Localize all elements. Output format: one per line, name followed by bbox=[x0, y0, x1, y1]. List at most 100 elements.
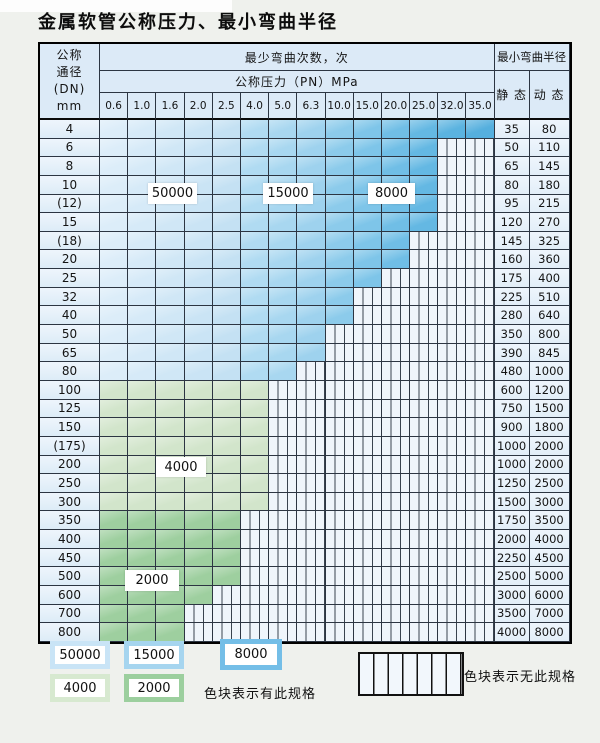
cycle-cell bbox=[128, 157, 157, 176]
cycle-cell bbox=[240, 399, 270, 419]
static-header: 静 态 bbox=[494, 71, 530, 120]
dynamic-value-cell: 7000 bbox=[529, 604, 570, 624]
pressure-header: 公称压力（PN）MPa bbox=[100, 71, 495, 93]
static-value-cell: 120 bbox=[494, 213, 530, 232]
no-spec-cell bbox=[466, 343, 495, 363]
scan-white-strip bbox=[0, 0, 232, 12]
no-spec-cell bbox=[438, 250, 467, 270]
no-spec-cell bbox=[466, 511, 495, 531]
cycle-cell bbox=[184, 380, 213, 400]
cycle-cell bbox=[184, 120, 213, 139]
no-spec-cell bbox=[269, 399, 298, 419]
cycle-cell bbox=[128, 120, 157, 139]
dynamic-value-cell: 270 bbox=[529, 213, 570, 232]
static-value-cell: 480 bbox=[494, 362, 530, 381]
cycle-cell bbox=[269, 157, 298, 176]
cycle-cell bbox=[212, 120, 241, 139]
no-spec-cell bbox=[325, 567, 354, 587]
cycle-cell bbox=[297, 157, 326, 176]
dynamic-value-cell: 2500 bbox=[529, 474, 570, 493]
no-spec-cell bbox=[297, 418, 326, 437]
cycle-cell bbox=[325, 213, 354, 232]
cycle-cell bbox=[100, 194, 129, 214]
no-spec-cell bbox=[438, 492, 467, 512]
no-spec-cell bbox=[353, 548, 382, 568]
static-value-cell: 65 bbox=[494, 157, 530, 176]
pressure-col-header: 1.0 bbox=[128, 93, 157, 120]
static-value-cell: 80 bbox=[494, 175, 530, 195]
cycle-cell bbox=[240, 343, 270, 363]
no-spec-cell bbox=[353, 380, 382, 400]
cycle-cell bbox=[410, 157, 439, 176]
cycle-zone-label-4000: 4000 bbox=[156, 457, 206, 477]
static-value-cell: 350 bbox=[494, 325, 530, 344]
cycle-cell bbox=[297, 231, 326, 251]
cycle-cell bbox=[212, 474, 241, 493]
no-spec-cell bbox=[297, 586, 326, 605]
cycle-cell bbox=[100, 157, 129, 176]
no-spec-cell bbox=[240, 548, 270, 568]
dn-cell: 32 bbox=[40, 287, 100, 307]
no-spec-cell bbox=[438, 306, 467, 326]
no-spec-cell bbox=[438, 157, 467, 176]
no-spec-cell bbox=[410, 492, 439, 512]
dn-cell: 15 bbox=[40, 213, 100, 232]
cycle-cell bbox=[100, 306, 129, 326]
no-spec-cell bbox=[438, 436, 467, 456]
cycle-cell bbox=[184, 436, 213, 456]
cycle-cell bbox=[297, 306, 326, 326]
pressure-col-header: 2.5 bbox=[212, 93, 241, 120]
cycle-cell bbox=[240, 175, 270, 195]
cycle-cell bbox=[156, 418, 185, 437]
cycle-cell bbox=[100, 586, 129, 605]
dynamic-value-cell: 2000 bbox=[529, 455, 570, 475]
no-spec-cell bbox=[353, 362, 382, 381]
no-spec-cell bbox=[297, 436, 326, 456]
no-spec-cell bbox=[269, 492, 298, 512]
cycle-cell bbox=[184, 157, 213, 176]
no-spec-cell bbox=[466, 380, 495, 400]
cycle-cell bbox=[156, 325, 185, 344]
cycle-cell bbox=[297, 138, 326, 158]
cycle-cell bbox=[269, 343, 298, 363]
cycle-cell bbox=[100, 399, 129, 419]
dynamic-value-cell: 4500 bbox=[529, 548, 570, 568]
cycle-cell bbox=[353, 269, 382, 288]
cycle-cell bbox=[184, 548, 213, 568]
no-spec-cell bbox=[381, 455, 411, 475]
cycle-cell bbox=[212, 175, 241, 195]
page-title: 金属软管公称压力、最小弯曲半径 bbox=[38, 12, 338, 33]
cycle-cell bbox=[100, 623, 129, 642]
no-spec-cell bbox=[353, 343, 382, 363]
no-spec-cell bbox=[269, 567, 298, 587]
no-spec-cell bbox=[438, 567, 467, 587]
no-spec-cell bbox=[410, 306, 439, 326]
static-value-cell: 3500 bbox=[494, 604, 530, 624]
no-spec-cell bbox=[269, 380, 298, 400]
cycle-cell bbox=[128, 380, 157, 400]
cycle-cell bbox=[156, 157, 185, 176]
dynamic-value-cell: 800 bbox=[529, 325, 570, 344]
no-spec-cell bbox=[297, 623, 326, 642]
static-value-cell: 1750 bbox=[494, 511, 530, 531]
cycle-cell bbox=[156, 138, 185, 158]
pressure-col-header: 4.0 bbox=[240, 93, 270, 120]
cycle-cell bbox=[325, 287, 354, 307]
dn-cell: 20 bbox=[40, 250, 100, 270]
no-spec-cell bbox=[297, 567, 326, 587]
no-spec-cell bbox=[438, 530, 467, 549]
no-spec-cell bbox=[381, 567, 411, 587]
radius-header: 最小弯曲半径 bbox=[494, 44, 570, 71]
cycle-cell bbox=[100, 287, 129, 307]
cycle-cell bbox=[100, 567, 129, 587]
no-spec-cell bbox=[410, 586, 439, 605]
pressure-col-header: 35.0 bbox=[466, 93, 495, 120]
no-spec-cell bbox=[438, 586, 467, 605]
dynamic-value-cell: 5000 bbox=[529, 567, 570, 587]
legend-chip-15000: 15000 bbox=[124, 641, 184, 669]
no-spec-cell bbox=[353, 511, 382, 531]
cycle-cell bbox=[156, 511, 185, 531]
cycle-cell bbox=[240, 250, 270, 270]
no-spec-cell bbox=[438, 511, 467, 531]
no-spec-cell bbox=[381, 586, 411, 605]
